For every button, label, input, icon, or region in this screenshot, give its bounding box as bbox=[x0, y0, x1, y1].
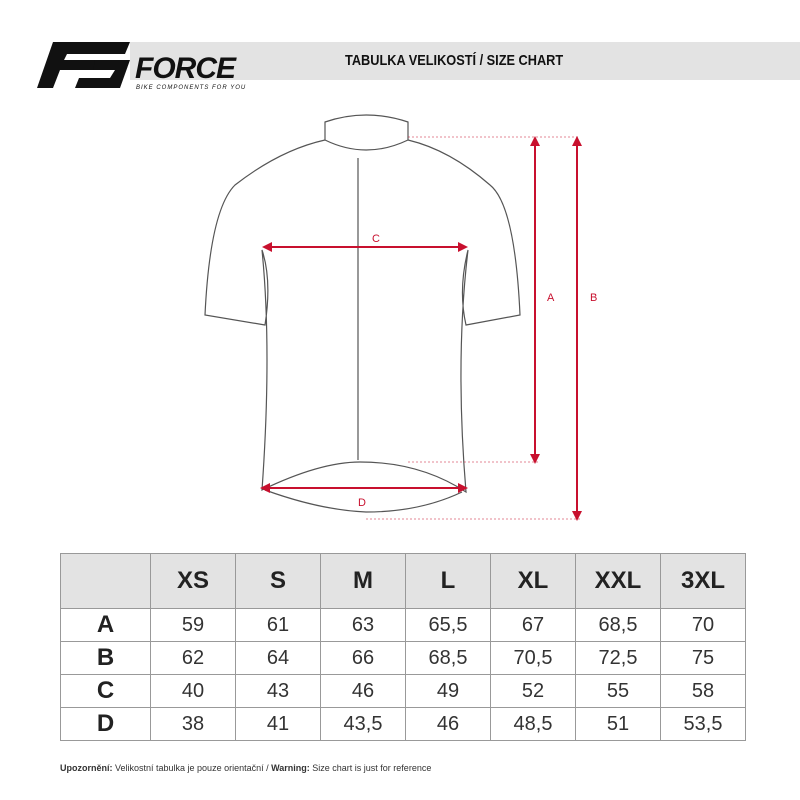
brand-tagline: BIKE COMPONENTS FOR YOU bbox=[136, 85, 247, 91]
label-a: A bbox=[547, 292, 555, 304]
table-cell: 43 bbox=[235, 674, 321, 708]
table-cell: 70 bbox=[660, 608, 746, 642]
table-cell: 66 bbox=[320, 641, 406, 675]
table-cell: 46 bbox=[405, 707, 491, 741]
table-cell: 52 bbox=[490, 674, 576, 708]
table-cell: 38 bbox=[150, 707, 236, 741]
row-label: D bbox=[60, 707, 151, 741]
table-cell: 61 bbox=[235, 608, 321, 642]
table-row: D 38 41 43,5 46 48,5 51 53,5 bbox=[60, 707, 746, 741]
table-cell: 70,5 bbox=[490, 641, 576, 675]
column-header: S bbox=[235, 553, 321, 609]
table-cell: 46 bbox=[320, 674, 406, 708]
size-table: XS S M L XL XXL 3XL A 59 61 63 65,5 67 68,5 70 B… bbox=[60, 553, 746, 741]
column-header: 3XL bbox=[660, 553, 746, 609]
table-cell: 40 bbox=[150, 674, 236, 708]
table-cell: 68,5 bbox=[575, 608, 661, 642]
table-cell: 55 bbox=[575, 674, 661, 708]
label-d: D bbox=[358, 497, 366, 509]
table-cell: 67 bbox=[490, 608, 576, 642]
column-header: XS bbox=[150, 553, 236, 609]
table-cell: 41 bbox=[235, 707, 321, 741]
table-cell: 64 bbox=[235, 641, 321, 675]
table-row: C 40 43 46 49 52 55 58 bbox=[60, 674, 746, 708]
table-cell: 68,5 bbox=[405, 641, 491, 675]
table-cell: 59 bbox=[150, 608, 236, 642]
table-cell: 53,5 bbox=[660, 707, 746, 741]
table-header-row: XS S M L XL XXL 3XL bbox=[60, 553, 746, 609]
table-cell: 72,5 bbox=[575, 641, 661, 675]
table-cell: 75 bbox=[660, 641, 746, 675]
label-b: B bbox=[590, 292, 597, 304]
table-cell: 63 bbox=[320, 608, 406, 642]
jersey-diagram: A B C D bbox=[204, 114, 597, 521]
brand-logo-text: FORCE bbox=[135, 52, 236, 85]
row-label: C bbox=[60, 674, 151, 708]
table-cell: 49 bbox=[405, 674, 491, 708]
warning-note: Upozornění: Velikostní tabulka je pouze … bbox=[60, 763, 432, 773]
table-cell: 58 bbox=[660, 674, 746, 708]
page-title: TABULKA VELIKOSTÍ / SIZE CHART bbox=[345, 52, 564, 69]
row-label: B bbox=[60, 641, 151, 675]
table-cell: 65,5 bbox=[405, 608, 491, 642]
table-cell: 62 bbox=[150, 641, 236, 675]
label-c: C bbox=[372, 233, 380, 245]
table-row: B 62 64 66 68,5 70,5 72,5 75 bbox=[60, 641, 746, 675]
column-header: M bbox=[320, 553, 406, 609]
row-label: A bbox=[60, 608, 151, 642]
column-header: XL bbox=[490, 553, 576, 609]
jersey-outline bbox=[204, 114, 521, 513]
table-cell: 48,5 bbox=[490, 707, 576, 741]
table-cell: 43,5 bbox=[320, 707, 406, 741]
force-logo-icon bbox=[37, 42, 130, 88]
column-header: XXL bbox=[575, 553, 661, 609]
table-cell: 51 bbox=[575, 707, 661, 741]
table-row: A 59 61 63 65,5 67 68,5 70 bbox=[60, 608, 746, 642]
column-header: L bbox=[405, 553, 491, 609]
header-bar bbox=[130, 42, 800, 80]
